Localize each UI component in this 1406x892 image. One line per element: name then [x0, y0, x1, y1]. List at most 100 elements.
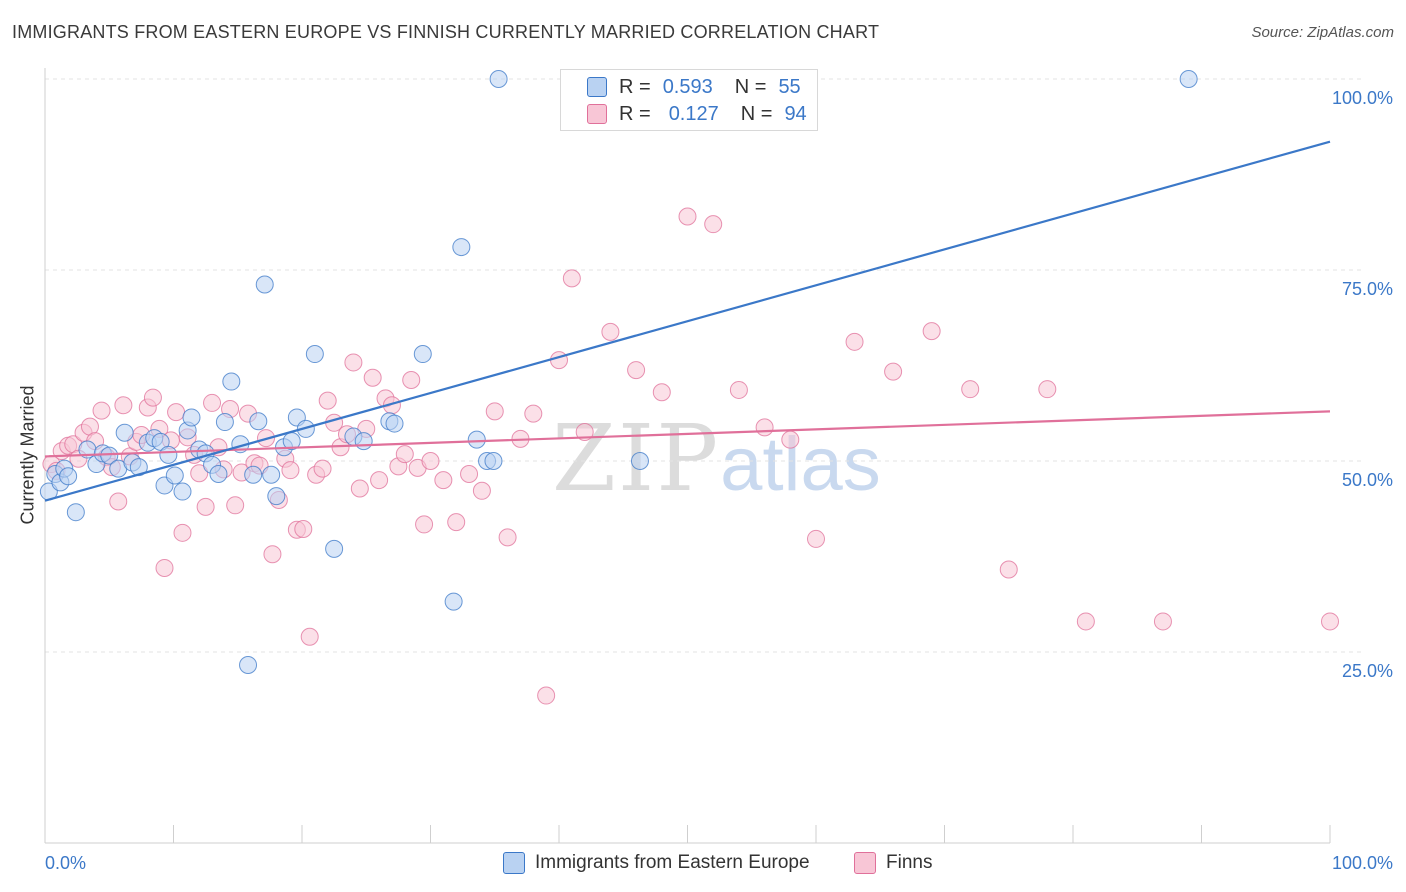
y-tick-label: 75.0%	[1342, 279, 1393, 299]
point-finns	[434, 471, 453, 490]
point-finns	[460, 464, 479, 483]
point-eastern-europe	[484, 452, 503, 470]
point-finns	[485, 402, 504, 421]
bottom-legend-finns: Finns	[854, 852, 932, 874]
point-finns	[704, 215, 723, 234]
point-finns	[421, 452, 440, 470]
source-credit: Source: ZipAtlas.com	[1251, 24, 1394, 41]
point-finns	[226, 496, 245, 515]
point-finns	[524, 404, 543, 423]
point-finns	[550, 351, 568, 370]
point-eastern-europe	[467, 430, 486, 449]
point-finns	[143, 388, 162, 407]
legend-r-value: 0.593	[662, 75, 713, 98]
point-finns	[281, 461, 300, 480]
point-eastern-europe	[159, 445, 178, 464]
point-finns	[196, 497, 215, 516]
point-finns	[294, 519, 313, 538]
y-tick-label: 100.0%	[1332, 88, 1393, 108]
bottom-legend-eastern-europe: Immigrants from Eastern Europe	[503, 852, 810, 874]
point-eastern-europe	[444, 592, 463, 611]
point-eastern-europe	[173, 482, 192, 501]
legend-swatch-pink	[587, 104, 607, 124]
point-finns	[537, 686, 556, 705]
point-finns	[562, 269, 581, 288]
point-finns	[402, 371, 421, 390]
point-finns	[627, 361, 646, 380]
point-finns	[318, 391, 337, 410]
point-eastern-europe	[249, 412, 268, 431]
point-eastern-europe	[100, 446, 119, 465]
point-finns	[999, 560, 1018, 579]
point-eastern-europe	[262, 465, 281, 484]
point-finns	[344, 353, 363, 372]
bottom-legend-swatch-blue	[503, 852, 525, 874]
y-tick-label: 25.0%	[1342, 661, 1393, 681]
legend-n-value: 55	[778, 75, 801, 98]
point-finns	[845, 332, 864, 351]
point-finns	[755, 418, 774, 437]
correlation-legend: R = 0.593 N = 55 R = 0.127 N = 94	[560, 69, 818, 131]
point-eastern-europe	[305, 345, 324, 364]
point-finns	[678, 207, 697, 226]
point-eastern-europe	[215, 413, 234, 432]
x-tick-label: 100.0%	[1332, 853, 1393, 873]
point-eastern-europe	[59, 467, 78, 486]
legend-n-label: N =	[740, 102, 773, 125]
bottom-legend-swatch-pink	[854, 852, 876, 874]
point-eastern-europe	[413, 345, 432, 364]
watermark: ZIPatlas	[552, 405, 881, 512]
point-finns	[652, 383, 671, 402]
point-finns	[167, 403, 186, 422]
watermark-atlas: atlas	[720, 422, 881, 507]
legend-row-finns: R = 0.127 N = 94	[587, 101, 807, 127]
point-eastern-europe	[244, 465, 263, 484]
point-finns	[1321, 612, 1339, 631]
legend-r-label: R =	[619, 102, 651, 125]
point-finns	[190, 464, 209, 483]
point-eastern-europe	[630, 452, 649, 470]
point-finns	[313, 459, 332, 478]
point-finns	[447, 513, 466, 532]
point-eastern-europe	[452, 238, 471, 257]
point-eastern-europe	[385, 414, 404, 433]
point-eastern-europe	[325, 539, 344, 558]
point-eastern-europe	[222, 372, 241, 391]
legend-n-value: 94	[784, 102, 807, 125]
point-finns	[300, 627, 319, 646]
point-eastern-europe	[66, 503, 85, 522]
chart-title: IMMIGRANTS FROM EASTERN EUROPE VS FINNIS…	[12, 22, 880, 42]
trendline-finns	[44, 410, 1331, 458]
point-finns	[114, 396, 133, 415]
point-finns	[807, 529, 825, 548]
point-eastern-europe	[267, 487, 286, 506]
legend-r-label: R =	[619, 75, 651, 98]
legend-r-value: 0.127	[668, 102, 719, 125]
point-finns	[961, 380, 980, 399]
point-finns	[781, 430, 800, 449]
point-finns	[601, 322, 620, 341]
point-finns	[1038, 380, 1057, 399]
bottom-legend-label-eastern-europe: Immigrants from Eastern Europe	[535, 852, 810, 873]
point-finns	[1076, 612, 1095, 631]
point-eastern-europe	[489, 70, 508, 88]
point-eastern-europe	[354, 432, 373, 451]
point-eastern-europe	[209, 464, 228, 483]
point-finns	[884, 362, 903, 381]
point-finns	[155, 558, 174, 577]
point-finns	[922, 322, 941, 341]
point-finns	[203, 393, 222, 412]
point-finns	[395, 445, 414, 464]
point-eastern-europe	[165, 466, 184, 485]
legend-swatch-blue	[587, 77, 607, 97]
legend-n-label: N =	[734, 75, 767, 98]
point-finns	[575, 422, 594, 441]
bottom-legend-label-finns: Finns	[886, 852, 933, 873]
x-tick-label: 0.0%	[45, 853, 86, 873]
trendline-eastern-europe	[44, 140, 1331, 502]
point-finns	[370, 471, 389, 490]
legend-row-eastern-europe: R = 0.593 N = 55	[587, 74, 801, 100]
point-eastern-europe	[1179, 70, 1198, 88]
point-finns	[472, 481, 491, 500]
